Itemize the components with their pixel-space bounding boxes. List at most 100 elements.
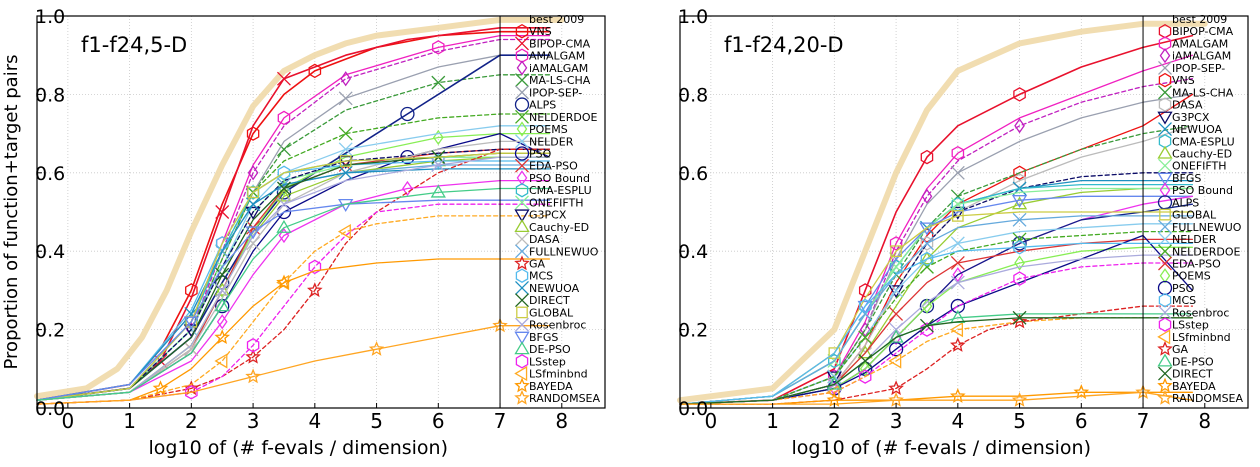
series-marker [214,298,230,312]
legend-label: VNS [1172,74,1195,87]
legend-label: best 2009 [1172,13,1227,26]
series-marker [276,188,292,202]
legend-label: LSstep [1172,319,1209,332]
series-marker [950,337,966,352]
series-marker [183,380,200,396]
legend-label: RANDOMSEA [1172,392,1244,405]
legend-item-pso-bound: PSO Bound [516,170,590,186]
legend-label: Rosenbroc [529,319,586,332]
series-marker [277,110,291,126]
series-marker [857,300,873,314]
legend-item-best-2009: best 2009 [529,13,584,26]
y-axis-label: Proportion of function+target pairs [1,55,22,370]
series-marker [859,321,871,338]
series-marker [247,165,259,181]
series-marker [950,321,964,338]
series-marker [1012,236,1027,251]
legend-item-newuoa: NEWUOA [1158,122,1223,136]
legend-item-vns: VNS [1158,72,1195,88]
legend-marker [1157,280,1173,296]
series-marker [214,353,228,369]
legend-label: BIPOP-CMA [1172,25,1234,38]
series-line [679,242,1194,405]
legend-item-de-pso: DE-PSO [514,341,571,356]
series-marker [1013,240,1026,255]
legend-label: NELDER [1172,233,1217,246]
legend-marker [514,331,530,345]
legend-marker [1158,72,1172,88]
legend-item-rosenbroc: Rosenbroc [1158,305,1229,319]
series-marker [919,318,934,333]
series-marker [1073,384,1090,399]
legend-item-lsfminbnd: LSfminbnd [1157,329,1231,345]
legend-label: LSfminbnd [529,368,588,381]
y-tick-label: 0.6 [678,163,708,185]
legend-label: MA-LS-CHA [529,74,591,87]
legend-marker [1159,48,1171,64]
legend-label: AMALGAM [1172,37,1228,50]
legend-marker [515,293,529,308]
legend-marker [515,109,529,124]
series-line [36,152,551,401]
legend-item-rosenbroc: Rosenbroc [515,317,586,332]
legend-item-bayeda: BAYEDA [1157,377,1216,393]
legend-label: PSO [1172,282,1195,295]
plot-area [37,16,605,408]
panel-5d: 0 1 2 3 4 5 6 7 8 log10 of (# f-evals / dimension… [1,6,606,459]
series-line [36,168,551,401]
series-line [679,391,1194,405]
legend-marker [515,36,529,51]
series-marker [888,353,902,369]
series-marker [920,149,934,165]
legend-marker [514,365,528,382]
y-tick-label: 0.0 [678,398,708,420]
legend-label: NEWUOA [529,282,580,295]
series-marker [951,145,965,161]
x-tick-label: 8 [555,409,568,433]
legend-marker [1158,219,1172,234]
legend-marker [515,281,529,295]
legend-label: PSO Bound [529,172,590,185]
series-line [36,199,551,401]
legend-item-dasa: DASA [515,232,560,247]
legend-item-vns: VNS [515,23,552,39]
series-marker [276,181,291,196]
legend: best 2009VNSBIPOP-CMAAMALGAMiAMALGAMMA-L… [514,13,601,405]
series-marker [950,236,965,251]
series-marker [858,330,873,345]
legend-label: Cauchy-ED [1172,147,1232,160]
x-tick-label: 5 [1013,409,1026,433]
legend-label: DASA [529,233,560,246]
legend-label: DE-PSO [529,343,571,356]
legend-marker [1158,366,1172,381]
legend-marker [514,146,530,161]
legend-label: iAMALGAM [1172,50,1231,63]
legend-item-randomsea: RANDOMSEA [1157,389,1244,405]
legend-marker [515,23,529,39]
x-tick-label: 3 [890,409,903,433]
series-line [679,391,1194,405]
legend-label: CMA-ESPLU [1172,135,1235,148]
series-line [679,34,1194,405]
y-axis: 0.0 0.2 0.4 0.6 0.8 1.0 [678,6,708,420]
legend-marker [514,255,530,271]
series-marker [950,165,965,180]
series-marker [308,63,322,79]
series-marker [826,376,842,390]
legend-marker [1158,317,1172,332]
x-tick-label: 8 [1198,409,1211,433]
legend-item-fullnewuo: FULLNEWUO [1158,219,1242,234]
series-marker [950,275,965,290]
legend-item-ma-ls-cha: MA-LS-CHA [1158,85,1234,99]
legend-label: GA [1172,343,1189,356]
legend-marker [1157,329,1171,345]
legend-marker [515,182,529,198]
legend-item-cauchy-ed: Cauchy-ED [514,219,589,234]
x-tick-label: 7 [494,409,507,433]
legend-label: best 2009 [529,13,584,26]
series-marker [276,185,292,200]
series-marker [889,322,904,337]
legend-marker [515,232,529,247]
legend-marker [1158,256,1172,271]
legend-item-ga: GA [1157,340,1189,356]
